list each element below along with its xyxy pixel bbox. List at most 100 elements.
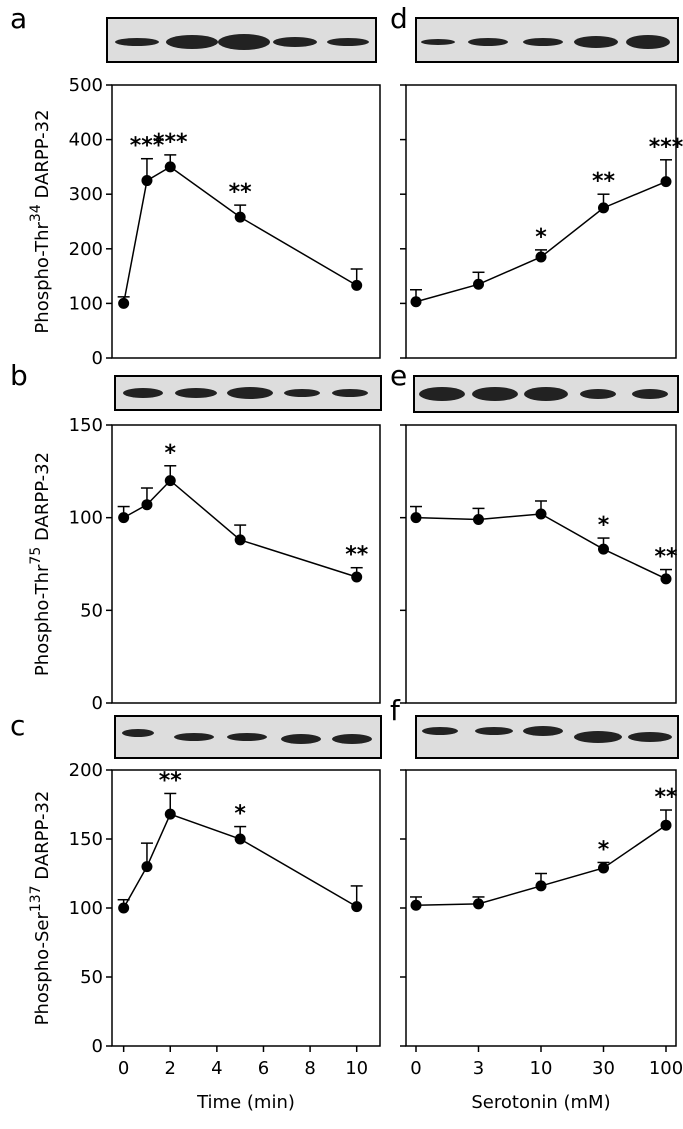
blot-band — [422, 727, 458, 735]
y-tick-label: 500 — [69, 75, 103, 96]
y-axis-label-sup: 137 — [28, 885, 44, 912]
blot-band — [122, 729, 154, 737]
data-point — [598, 202, 609, 214]
data-point — [473, 514, 484, 526]
x-tick-label: 4 — [211, 1058, 222, 1079]
y-tick-label: 300 — [69, 184, 103, 205]
blot-band — [327, 38, 369, 46]
y-tick-label: 100 — [69, 293, 103, 314]
y-tick-label: 200 — [69, 239, 103, 260]
blot-band — [523, 38, 563, 46]
blot-band — [419, 387, 465, 401]
x-tick-label: 100 — [649, 1058, 683, 1079]
data-point — [535, 880, 547, 892]
data-point — [164, 475, 176, 487]
blot-band — [281, 734, 321, 744]
plot-frame — [405, 424, 677, 704]
significance: *** — [649, 135, 683, 160]
plot-frame — [405, 84, 677, 359]
y-axis-label-sup: 34 — [28, 204, 44, 222]
significance: ** — [654, 545, 678, 570]
blot-band — [524, 387, 568, 401]
blot-band — [628, 732, 672, 742]
data-point — [351, 279, 363, 291]
y-tick-label: 100 — [69, 898, 103, 919]
significance: ** — [229, 180, 253, 205]
significance: * — [165, 441, 177, 466]
blot-band — [123, 388, 163, 398]
significance: ** — [654, 785, 678, 810]
x-axis-label: Serotonin (mM) — [471, 1092, 610, 1113]
significance: * — [598, 513, 610, 538]
y-tick-label: 0 — [92, 1036, 103, 1057]
significance: * — [535, 225, 547, 250]
y-axis-label: Phospho-Ser137 DARPP-32 — [28, 791, 53, 1026]
data-point — [351, 571, 363, 583]
x-tick-label: 2 — [165, 1058, 176, 1079]
data-point — [660, 819, 672, 831]
blot-band — [284, 389, 320, 397]
significance: * — [234, 802, 246, 827]
plot-frame — [405, 769, 677, 1047]
y-tick-label: 150 — [69, 829, 103, 850]
data-point — [164, 161, 176, 173]
blot-band — [632, 389, 668, 399]
blot-band — [574, 36, 618, 48]
plot-frame — [111, 84, 381, 359]
blot-band — [227, 387, 273, 399]
data-point — [164, 808, 176, 820]
data-point — [660, 176, 672, 188]
x-tick-label: 8 — [304, 1058, 315, 1079]
x-tick-label: 3 — [473, 1058, 484, 1079]
y-axis-label-tail: DARPP-32 — [32, 791, 53, 886]
blot-band — [421, 39, 455, 45]
data-point — [535, 508, 547, 520]
plot-frame — [111, 424, 381, 704]
data-line — [415, 824, 667, 906]
y-axis-label-sup: 75 — [28, 547, 44, 565]
y-axis-label-tail: DARPP-32 — [32, 452, 53, 547]
y-axis-label-text: Phospho-Thr — [32, 564, 53, 676]
panel-letter: b — [10, 359, 28, 392]
data-point — [473, 898, 484, 910]
y-tick-label: 200 — [69, 760, 103, 781]
x-tick-label: 0 — [410, 1058, 421, 1079]
significance: *** — [130, 134, 165, 159]
blot-band — [273, 37, 317, 47]
y-axis-label-text: Phospho-Thr — [32, 221, 53, 333]
blot-band — [115, 38, 159, 46]
significance: * — [598, 837, 610, 862]
data-point — [473, 278, 484, 290]
data-point — [410, 296, 422, 308]
y-axis-label-text: Phospho-Ser — [32, 912, 53, 1026]
significance: ** — [592, 169, 616, 194]
y-axis-label: Phospho-Thr34 DARPP-32 — [28, 109, 53, 333]
data-point — [598, 862, 609, 874]
data-point — [234, 534, 246, 546]
data-point — [234, 211, 246, 223]
data-point — [141, 861, 153, 873]
data-point — [351, 901, 363, 913]
blot-band — [332, 389, 368, 397]
data-point — [410, 899, 422, 911]
blot-band — [626, 35, 670, 49]
y-tick-label: 400 — [69, 130, 103, 151]
data-point — [660, 573, 672, 585]
y-tick-label: 150 — [69, 415, 103, 436]
blot-band — [175, 388, 217, 398]
x-tick-label: 0 — [118, 1058, 129, 1079]
data-point — [410, 512, 422, 524]
panel-letter: c — [10, 709, 25, 742]
data-line — [415, 513, 667, 580]
blot-band — [218, 34, 270, 50]
x-tick-label: 10 — [345, 1058, 368, 1079]
panel-letter: f — [390, 694, 401, 727]
significance: *** — [153, 130, 188, 155]
data-point — [118, 512, 130, 524]
y-axis-label: Phospho-Thr75 DARPP-32 — [28, 452, 53, 676]
y-axis-label-tail: DARPP-32 — [32, 109, 53, 204]
y-tick-label: 0 — [92, 348, 103, 369]
x-tick-label: 10 — [530, 1058, 553, 1079]
panel-letter: e — [390, 359, 407, 392]
